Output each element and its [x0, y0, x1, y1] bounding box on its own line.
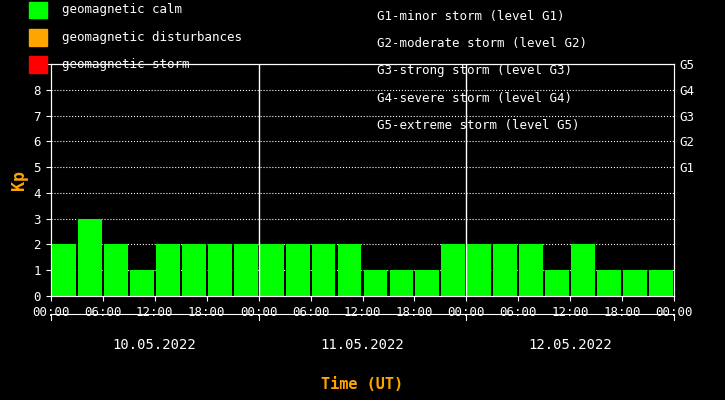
Text: geomagnetic disturbances: geomagnetic disturbances — [62, 31, 241, 44]
Text: G2-moderate storm (level G2): G2-moderate storm (level G2) — [377, 37, 587, 50]
Bar — [104, 244, 128, 296]
Text: geomagnetic calm: geomagnetic calm — [62, 4, 182, 16]
Y-axis label: Kp: Kp — [10, 170, 28, 190]
Bar — [338, 244, 362, 296]
Text: 12.05.2022: 12.05.2022 — [529, 338, 612, 352]
Bar — [415, 270, 439, 296]
Bar — [286, 244, 310, 296]
Bar — [51, 244, 75, 296]
Bar — [156, 244, 180, 296]
Text: 11.05.2022: 11.05.2022 — [320, 338, 405, 352]
Bar — [468, 244, 492, 296]
Bar — [624, 270, 647, 296]
Bar — [363, 270, 387, 296]
Bar — [312, 244, 336, 296]
Bar — [78, 219, 102, 296]
Bar — [519, 244, 543, 296]
Bar — [182, 244, 206, 296]
Bar — [494, 244, 518, 296]
Text: Time (UT): Time (UT) — [321, 377, 404, 392]
Text: G3-strong storm (level G3): G3-strong storm (level G3) — [377, 64, 572, 78]
Bar — [571, 244, 595, 296]
Bar — [260, 244, 283, 296]
Bar — [207, 244, 231, 296]
Bar — [130, 270, 154, 296]
Bar — [389, 270, 413, 296]
Bar — [650, 270, 674, 296]
Bar — [545, 270, 569, 296]
Text: G4-severe storm (level G4): G4-severe storm (level G4) — [377, 92, 572, 105]
Text: 10.05.2022: 10.05.2022 — [113, 338, 196, 352]
Bar — [442, 244, 465, 296]
Text: G1-minor storm (level G1): G1-minor storm (level G1) — [377, 10, 565, 23]
Bar — [597, 270, 621, 296]
Text: geomagnetic storm: geomagnetic storm — [62, 58, 189, 71]
Text: G5-extreme storm (level G5): G5-extreme storm (level G5) — [377, 119, 579, 132]
Bar — [233, 244, 257, 296]
